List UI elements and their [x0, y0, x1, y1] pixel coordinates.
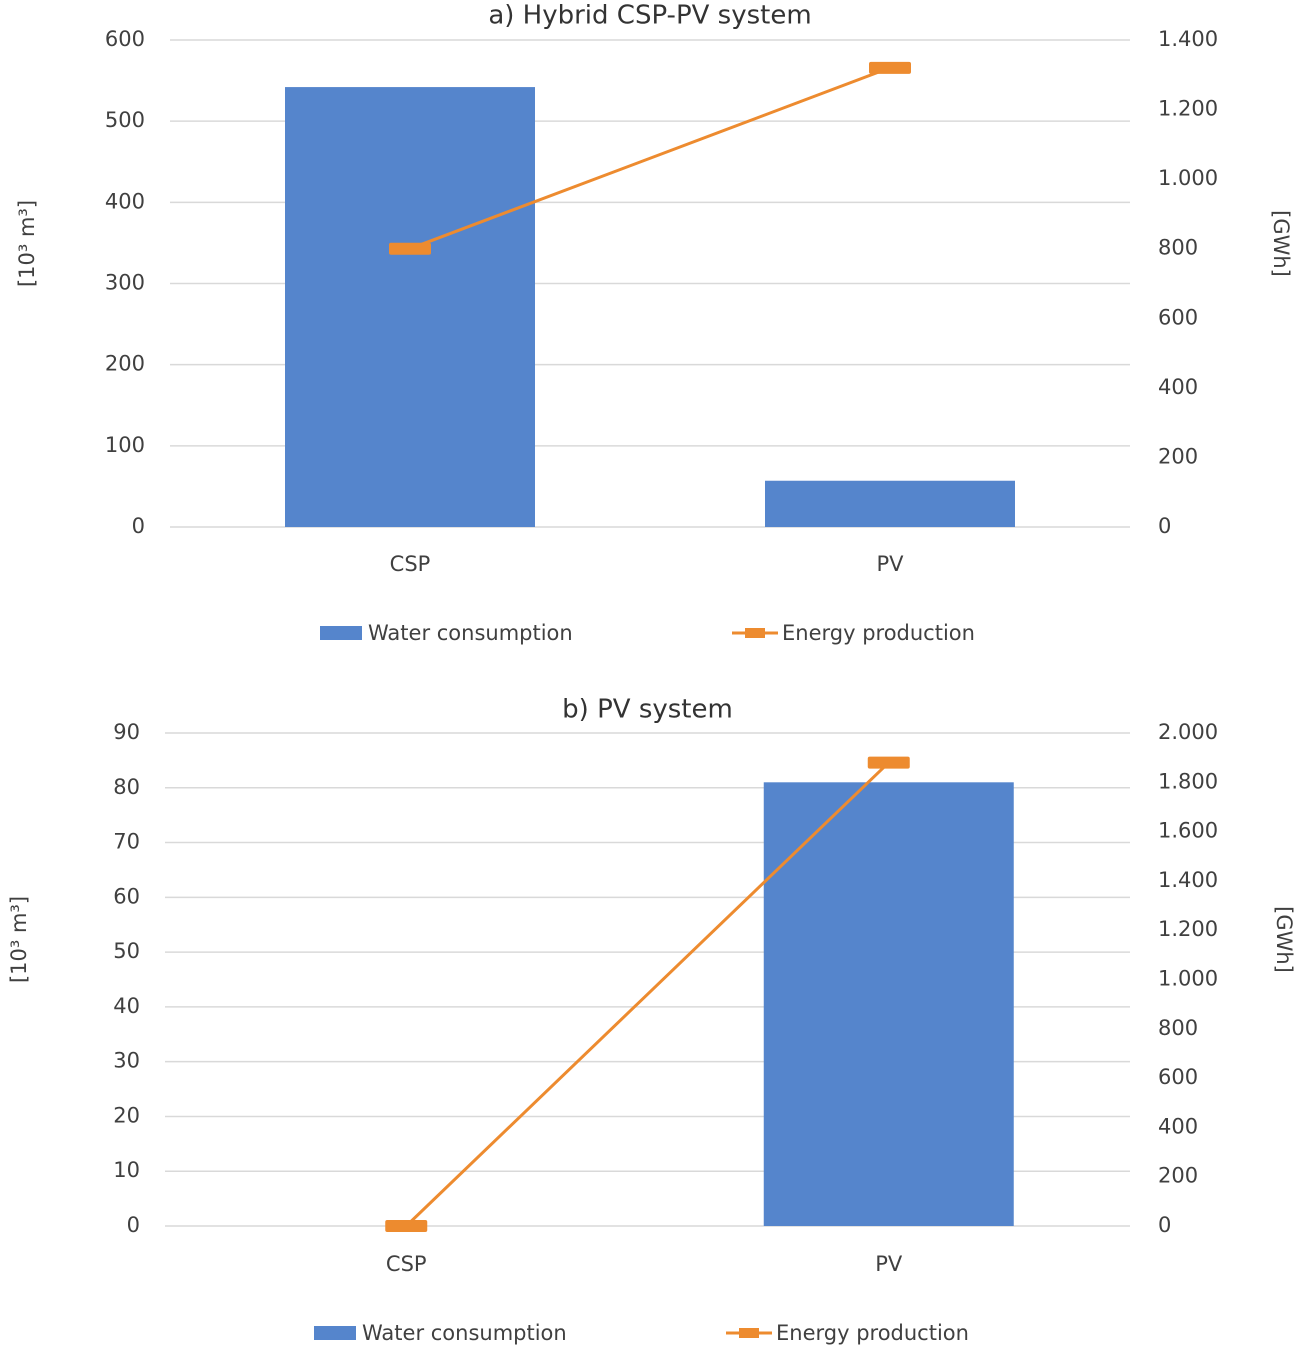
- y2-tick-label: 200: [1158, 444, 1198, 468]
- y2-tick-label: 0: [1158, 1213, 1171, 1237]
- y2-axis-label: [GWh]: [1269, 210, 1293, 277]
- legend-label: Water consumption: [368, 621, 573, 645]
- y2-tick-label: 600: [1158, 1065, 1198, 1089]
- legend-swatch: [745, 628, 765, 638]
- x-tick-label: PV: [875, 1252, 903, 1276]
- y-tick-label: 50: [113, 939, 140, 963]
- y-tick-label: 30: [113, 1049, 140, 1073]
- y2-tick-label: 1.000: [1158, 166, 1218, 190]
- line-marker: [385, 1220, 428, 1232]
- y-tick-label: 10: [113, 1158, 140, 1182]
- bar: [763, 782, 1014, 1226]
- x-tick-label: CSP: [390, 552, 431, 576]
- legend-label: Energy production: [782, 621, 975, 645]
- y2-tick-label: 1.400: [1158, 27, 1218, 51]
- y2-tick-label: 600: [1158, 305, 1198, 329]
- legend-swatch: [320, 626, 362, 640]
- legend-label: Water consumption: [362, 1321, 567, 1345]
- y-tick-label: 90: [113, 720, 140, 744]
- y-tick-label: 80: [113, 775, 140, 799]
- y-tick-label: 40: [113, 994, 140, 1018]
- y-tick-label: 100: [105, 433, 145, 457]
- y-tick-label: 400: [105, 189, 145, 213]
- y-tick-label: 300: [105, 271, 145, 295]
- chart-title: b) PV system: [562, 695, 733, 725]
- y-tick-label: 200: [105, 352, 145, 376]
- y2-tick-label: 400: [1158, 375, 1198, 399]
- y2-tick-label: 1.800: [1158, 769, 1218, 793]
- y-axis-label: [10³ m³]: [7, 896, 31, 983]
- y-axis-label: [10³ m³]: [15, 200, 39, 287]
- y2-axis-label: [GWh]: [1272, 906, 1296, 973]
- y2-tick-label: 1.200: [1158, 917, 1218, 941]
- x-tick-label: PV: [876, 552, 904, 576]
- y2-tick-label: 0: [1158, 514, 1171, 538]
- y-tick-label: 0: [127, 1213, 140, 1237]
- y2-tick-label: 1.200: [1158, 97, 1218, 121]
- line-marker: [867, 756, 910, 769]
- legend-swatch: [739, 1328, 759, 1338]
- line: [409, 66, 891, 251]
- bar: [765, 480, 1015, 527]
- bar: [285, 87, 535, 528]
- legend-swatch: [314, 1326, 356, 1340]
- x-tick-label: CSP: [386, 1252, 427, 1276]
- y-tick-label: 500: [105, 108, 145, 132]
- y-tick-label: 70: [113, 830, 140, 854]
- y-tick-label: 600: [105, 27, 145, 51]
- y2-tick-label: 200: [1158, 1164, 1198, 1188]
- y-tick-label: 60: [113, 884, 140, 908]
- y2-tick-label: 1.400: [1158, 868, 1218, 892]
- y2-tick-label: 1.000: [1158, 967, 1218, 991]
- y2-tick-label: 800: [1158, 1016, 1198, 1040]
- y-tick-label: 20: [113, 1103, 140, 1127]
- y2-tick-label: 400: [1158, 1114, 1198, 1138]
- legend-label: Energy production: [776, 1321, 969, 1345]
- y-tick-label: 0: [132, 514, 145, 538]
- line: [405, 761, 890, 1228]
- line-marker: [389, 242, 431, 255]
- y2-tick-label: 2.000: [1158, 720, 1218, 744]
- chart-title: a) Hybrid CSP-PV system: [488, 1, 811, 31]
- y2-tick-label: 1.600: [1158, 819, 1218, 843]
- line-marker: [869, 61, 911, 74]
- y2-tick-label: 800: [1158, 236, 1198, 260]
